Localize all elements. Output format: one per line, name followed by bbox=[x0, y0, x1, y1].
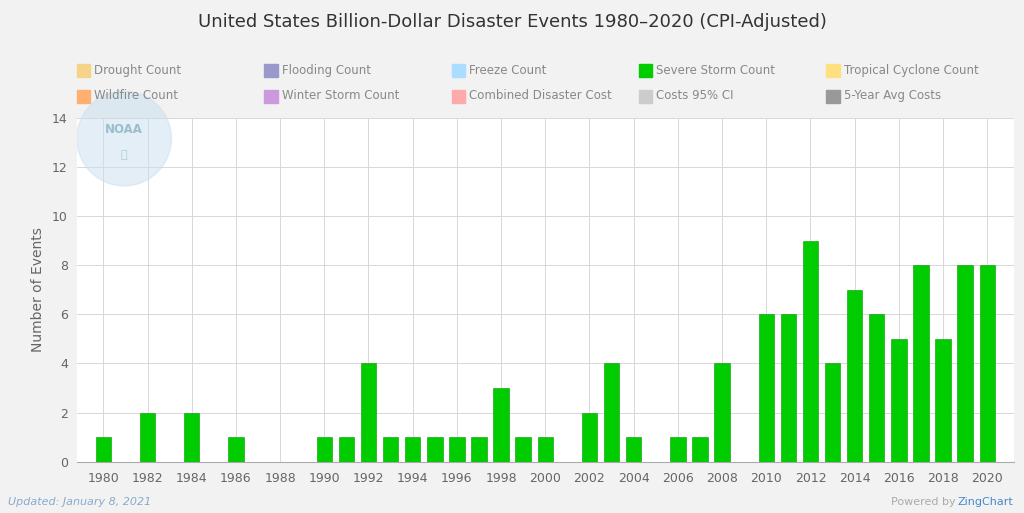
Bar bbox=[184, 412, 200, 462]
Bar bbox=[604, 364, 620, 462]
Text: Combined Disaster Cost: Combined Disaster Cost bbox=[469, 89, 611, 103]
Bar bbox=[404, 437, 421, 462]
Bar bbox=[316, 437, 332, 462]
Bar bbox=[228, 437, 244, 462]
Y-axis label: Number of Events: Number of Events bbox=[31, 227, 45, 352]
Text: Winter Storm Count: Winter Storm Count bbox=[282, 89, 399, 103]
Bar bbox=[869, 314, 885, 462]
Bar bbox=[383, 437, 398, 462]
Bar bbox=[715, 364, 730, 462]
Bar bbox=[935, 339, 950, 462]
Bar bbox=[626, 437, 641, 462]
Bar bbox=[957, 265, 973, 462]
Bar bbox=[140, 412, 156, 462]
Bar bbox=[427, 437, 442, 462]
Text: 5-Year Avg Costs: 5-Year Avg Costs bbox=[844, 89, 941, 103]
Bar bbox=[780, 314, 796, 462]
Text: 〜: 〜 bbox=[121, 150, 127, 161]
Bar bbox=[891, 339, 906, 462]
Bar bbox=[471, 437, 486, 462]
Text: Freeze Count: Freeze Count bbox=[469, 64, 547, 77]
Text: Tropical Cyclone Count: Tropical Cyclone Count bbox=[844, 64, 979, 77]
Text: Updated: January 8, 2021: Updated: January 8, 2021 bbox=[8, 497, 152, 507]
Bar bbox=[538, 437, 553, 462]
Bar bbox=[360, 364, 376, 462]
Bar bbox=[803, 241, 818, 462]
Bar bbox=[913, 265, 929, 462]
Bar bbox=[670, 437, 686, 462]
Bar bbox=[692, 437, 708, 462]
Text: Costs 95% CI: Costs 95% CI bbox=[656, 89, 734, 103]
Bar bbox=[759, 314, 774, 462]
Bar bbox=[95, 437, 111, 462]
Bar bbox=[515, 437, 530, 462]
Bar bbox=[494, 388, 509, 462]
Text: Drought Count: Drought Count bbox=[94, 64, 181, 77]
Bar bbox=[450, 437, 465, 462]
Text: NOAA: NOAA bbox=[105, 123, 143, 136]
Bar bbox=[582, 412, 597, 462]
Text: United States Billion-Dollar Disaster Events 1980–2020 (CPI-Adjusted): United States Billion-Dollar Disaster Ev… bbox=[198, 13, 826, 31]
Bar bbox=[824, 364, 841, 462]
Text: ZingChart: ZingChart bbox=[957, 497, 1013, 507]
Bar bbox=[980, 265, 995, 462]
Circle shape bbox=[77, 91, 171, 186]
Bar bbox=[847, 290, 862, 462]
Text: Wildfire Count: Wildfire Count bbox=[94, 89, 178, 103]
Text: Flooding Count: Flooding Count bbox=[282, 64, 371, 77]
Bar bbox=[339, 437, 354, 462]
Text: Powered by: Powered by bbox=[891, 497, 959, 507]
Text: Severe Storm Count: Severe Storm Count bbox=[656, 64, 775, 77]
